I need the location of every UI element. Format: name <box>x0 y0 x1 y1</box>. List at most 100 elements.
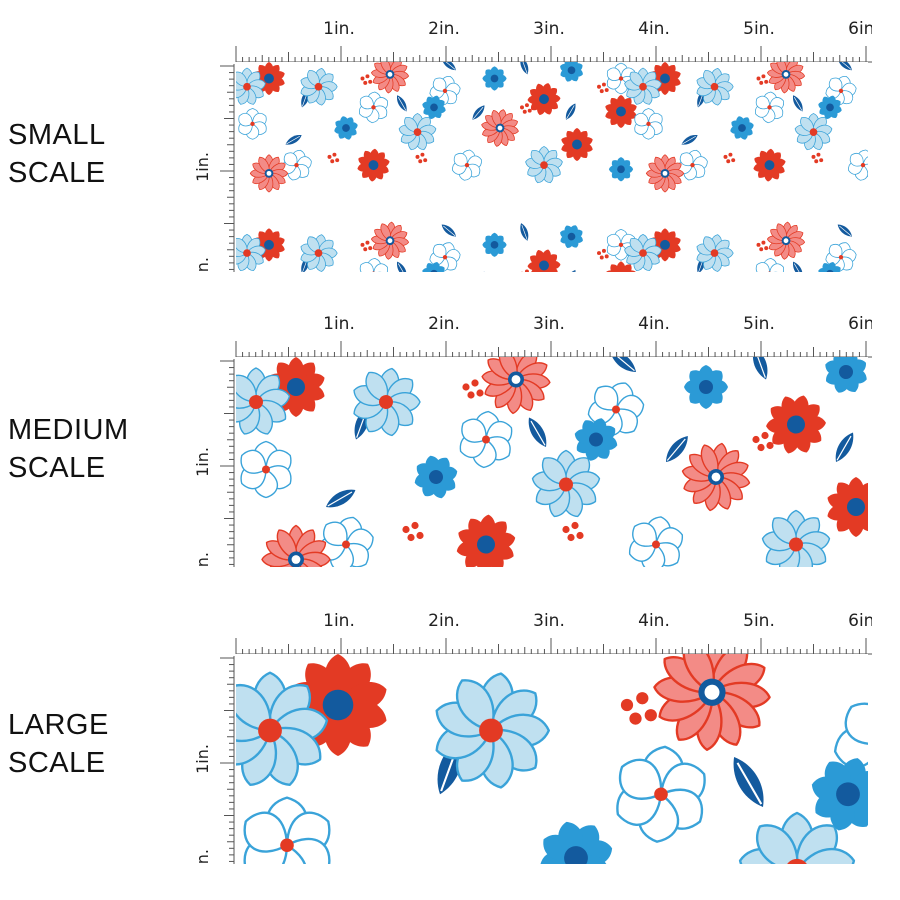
berry-icon <box>723 152 736 164</box>
flower-icon <box>422 262 446 272</box>
leaf-icon <box>472 105 485 120</box>
flower-icon <box>429 76 461 106</box>
flower-icon <box>370 221 410 260</box>
medium-scale-label: MEDIUM SCALE <box>8 414 129 484</box>
ruler-label: 6in. <box>848 314 872 334</box>
small-scale-section: SMALL SCALE 1in. 2in. 3in. 4in. 5in. 6in. 1in… <box>0 10 900 300</box>
flower-icon <box>755 257 784 272</box>
berry-icon <box>402 521 424 542</box>
flower-icon <box>481 357 551 415</box>
flower-icon <box>696 67 734 106</box>
ruler-label: 6in. <box>848 19 872 39</box>
leaf-icon <box>396 261 407 272</box>
top-ruler: 1in. 2in. 3in. 4in. 5in. 6in. <box>235 611 872 655</box>
berry-icon <box>520 269 529 272</box>
floral-swatch <box>236 357 868 567</box>
ruler-label: 3in. <box>533 611 565 631</box>
ruler-label: 5in. <box>743 19 775 39</box>
berry-icon <box>756 74 769 85</box>
flower-icon <box>539 821 613 864</box>
flower-icon <box>818 262 842 272</box>
side-ruler: 1in. 2in. <box>193 64 235 272</box>
flower-icon <box>624 233 662 272</box>
flower-icon <box>527 249 561 272</box>
flower-icon <box>730 116 754 140</box>
large-scale-section: LARGE SCALE 1in. 2in. 3in. 4in. 5in. 6in. 1in… <box>0 602 900 892</box>
flower-icon <box>353 367 421 437</box>
leaf-icon <box>528 417 547 447</box>
ruler-label: 1in. <box>323 314 355 334</box>
flower-icon <box>300 67 338 106</box>
flower-icon <box>238 108 267 140</box>
berry-icon <box>360 74 373 85</box>
flower-icon <box>435 672 550 789</box>
leaf-icon <box>752 357 768 380</box>
flower-icon <box>605 261 637 272</box>
ruler-label: 2in. <box>193 849 212 864</box>
flower-icon <box>696 234 734 272</box>
flower-icon <box>605 95 637 128</box>
ruler-label: 1in. <box>323 19 355 39</box>
ruler-label: 5in. <box>743 611 775 631</box>
flower-icon <box>738 811 856 864</box>
ruler-label: 2in. <box>193 257 212 272</box>
flower-icon <box>616 745 706 843</box>
flower-icon <box>753 148 786 182</box>
berry-icon <box>360 240 373 252</box>
floral-swatch <box>236 62 868 272</box>
berry-icon <box>597 248 609 260</box>
ruler-label: 1in. <box>323 611 355 631</box>
ruler-label: 1in. <box>193 744 212 774</box>
leaf-icon <box>681 134 698 145</box>
berry-icon <box>752 431 774 452</box>
flower-icon <box>456 514 516 567</box>
flower-icon <box>848 149 868 181</box>
flower-icon <box>825 357 867 393</box>
leaf-icon <box>520 223 529 241</box>
flower-icon <box>766 62 806 94</box>
ruler-label: 2in. <box>193 552 212 567</box>
ruler-label: 3in. <box>533 19 565 39</box>
leaf-icon <box>866 103 868 122</box>
flower-icon <box>811 758 868 831</box>
flower-icon <box>370 62 410 94</box>
flower-icon <box>334 116 358 140</box>
leaf-icon <box>733 756 764 807</box>
flower-icon <box>587 382 645 437</box>
medium-scale-section: MEDIUM SCALE 1in. 2in. 3in. 4in. 5in. 6in. 1i… <box>0 305 900 595</box>
flower-icon <box>482 232 507 257</box>
leaf-icon <box>865 654 868 687</box>
ruler-label: 2in. <box>428 314 460 334</box>
flower-icon <box>649 228 681 262</box>
berry-icon <box>462 379 484 399</box>
leaf-icon <box>609 357 636 372</box>
flower-icon <box>236 367 291 435</box>
flower-icon <box>289 654 387 756</box>
ruler-label: 1in. <box>193 447 212 477</box>
leaf-icon <box>472 271 485 272</box>
flower-icon <box>634 108 663 140</box>
flower-icon <box>681 442 751 512</box>
leaf-icon <box>520 62 529 75</box>
side-ruler: 1in. 2in. <box>193 359 235 567</box>
leaf-icon <box>441 62 456 71</box>
berry-icon <box>520 103 532 114</box>
flower-icon <box>525 146 563 184</box>
leaf-icon <box>835 432 854 462</box>
flower-icon <box>653 654 771 752</box>
flower-icon <box>422 95 446 120</box>
ruler-label: 6in. <box>848 611 872 631</box>
flower-icon <box>818 95 842 120</box>
flower-icon <box>628 516 684 567</box>
flower-icon <box>645 154 685 193</box>
floral-swatch <box>236 654 868 864</box>
large-scale-label: LARGE SCALE <box>8 709 109 779</box>
small-scale-label: SMALL SCALE <box>8 119 106 189</box>
top-ruler: 1in. 2in. 3in. 4in. 5in. 6in. <box>235 314 872 358</box>
flower-icon <box>249 154 289 193</box>
flower-icon <box>794 113 833 151</box>
flower-icon <box>560 62 583 82</box>
flower-icon <box>414 455 458 499</box>
ruler-label: 5in. <box>743 314 775 334</box>
flower-icon <box>359 257 388 272</box>
